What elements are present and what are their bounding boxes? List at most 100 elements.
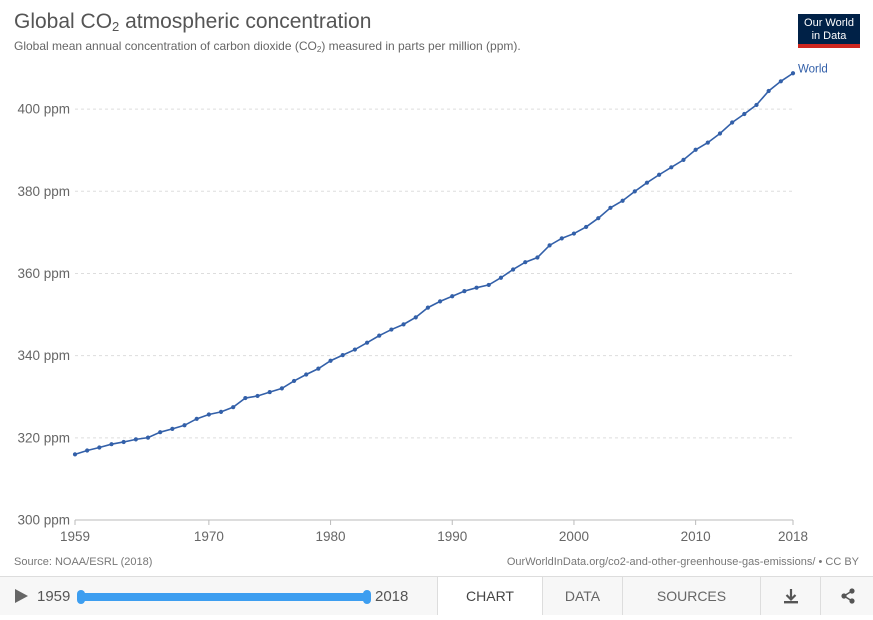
data-point <box>231 405 236 410</box>
data-point <box>170 426 175 431</box>
timeline-end-handle[interactable] <box>363 590 371 604</box>
data-point <box>145 435 151 440</box>
data-point <box>450 294 455 299</box>
data-point <box>644 180 650 185</box>
data-point <box>608 205 613 210</box>
data-point <box>413 315 418 320</box>
data-point <box>437 299 443 304</box>
data-point <box>486 282 491 288</box>
data-point <box>121 439 126 445</box>
data-point <box>632 189 637 194</box>
data-point <box>279 386 284 391</box>
data-point <box>498 275 504 280</box>
license-link[interactable]: OurWorldInData.org/co2-and-other-greenho… <box>506 556 859 568</box>
timeline-slider[interactable] <box>77 590 371 604</box>
data-point <box>742 111 747 117</box>
timeline-start-handle[interactable] <box>77 590 85 604</box>
data-point <box>523 260 528 265</box>
chart-subtitle: Global mean annual concentration of carb… <box>14 39 521 54</box>
source-note: Source: NOAA/ESRL (2018) <box>14 556 153 568</box>
data-point <box>377 333 382 338</box>
data-point <box>474 285 479 290</box>
play-icon[interactable] <box>15 589 28 603</box>
data-point <box>364 340 370 345</box>
data-point <box>182 423 187 428</box>
timeline-start-label: 1959 <box>37 588 71 605</box>
data-point <box>316 366 321 371</box>
data-point <box>291 378 297 384</box>
series-label: World <box>798 63 828 75</box>
data-point <box>620 198 625 203</box>
data-point <box>97 445 102 450</box>
x-tick-label: 1970 <box>194 529 224 544</box>
data-point <box>705 140 710 145</box>
data-point <box>304 372 309 377</box>
data-point <box>681 157 686 162</box>
data-point <box>328 358 333 363</box>
x-tick-label: 2010 <box>681 529 711 544</box>
data-point <box>730 120 735 125</box>
data-point <box>352 347 357 352</box>
data-point <box>462 289 467 294</box>
data-point <box>584 224 589 230</box>
x-tick-label: 2000 <box>559 529 589 544</box>
data-point <box>754 102 759 108</box>
x-tick-label: 1980 <box>316 529 346 544</box>
data-point <box>72 452 78 457</box>
logo-accent-bar <box>798 44 860 48</box>
grid-lines <box>75 108 793 521</box>
data-point <box>267 389 272 395</box>
y-tick-label: 380 ppm <box>17 184 70 199</box>
logo-line-1: Our World <box>804 17 854 29</box>
share-icon <box>841 588 855 604</box>
data-point <box>778 79 783 84</box>
data-point <box>389 327 394 332</box>
series-group: World <box>72 63 828 457</box>
data-point <box>669 165 674 170</box>
y-tick-label: 340 ppm <box>17 348 70 363</box>
data-point <box>401 322 406 327</box>
share-button[interactable] <box>820 577 873 615</box>
tab-data[interactable]: DATA <box>542 577 622 615</box>
data-point <box>693 147 698 152</box>
data-point <box>218 409 224 414</box>
data-point <box>243 395 248 401</box>
controls-footer: 1959 2018 CHART DATA SOURCES <box>0 576 873 615</box>
x-tick-label: 1990 <box>437 529 467 544</box>
data-point <box>206 412 211 417</box>
tab-chart[interactable]: CHART <box>437 577 542 615</box>
data-point <box>109 442 114 447</box>
data-point <box>571 231 577 236</box>
data-point <box>85 448 90 453</box>
data-point <box>158 430 163 435</box>
data-point <box>194 416 199 421</box>
x-tick-label: 2018 <box>778 529 808 544</box>
data-point <box>596 216 601 221</box>
y-tick-label: 300 ppm <box>17 513 70 528</box>
data-point <box>535 255 540 260</box>
owid-logo[interactable]: Our World in Data <box>798 14 860 48</box>
data-point <box>425 305 431 310</box>
data-point <box>547 243 552 248</box>
download-button[interactable] <box>760 577 820 615</box>
data-point <box>511 267 516 272</box>
line-chart: 300 ppm 320 ppm 340 ppm 360 ppm 380 ppm 400 p… <box>17 63 828 544</box>
download-icon <box>784 589 798 604</box>
y-axis-ticks: 300 ppm 320 ppm 340 ppm 360 ppm 380 ppm 400 p… <box>17 102 70 528</box>
chart-title: Global CO2 atmospheric concentration <box>14 10 372 34</box>
data-point <box>790 71 796 76</box>
y-tick-label: 360 ppm <box>17 266 70 281</box>
data-point <box>657 172 662 177</box>
data-point <box>559 236 564 241</box>
y-tick-label: 400 ppm <box>17 102 70 117</box>
tab-sources[interactable]: SOURCES <box>622 577 760 615</box>
y-tick-label: 320 ppm <box>17 430 70 445</box>
data-point <box>133 437 138 442</box>
data-point <box>255 393 260 399</box>
series-line <box>74 72 794 456</box>
data-point <box>717 131 723 136</box>
x-axis-ticks: 1959 1970 1980 1990 2000 2010 2018 <box>60 520 808 544</box>
timeline-end-label: 2018 <box>375 588 409 605</box>
data-point <box>340 353 345 358</box>
logo-line-2: in Data <box>811 30 847 42</box>
